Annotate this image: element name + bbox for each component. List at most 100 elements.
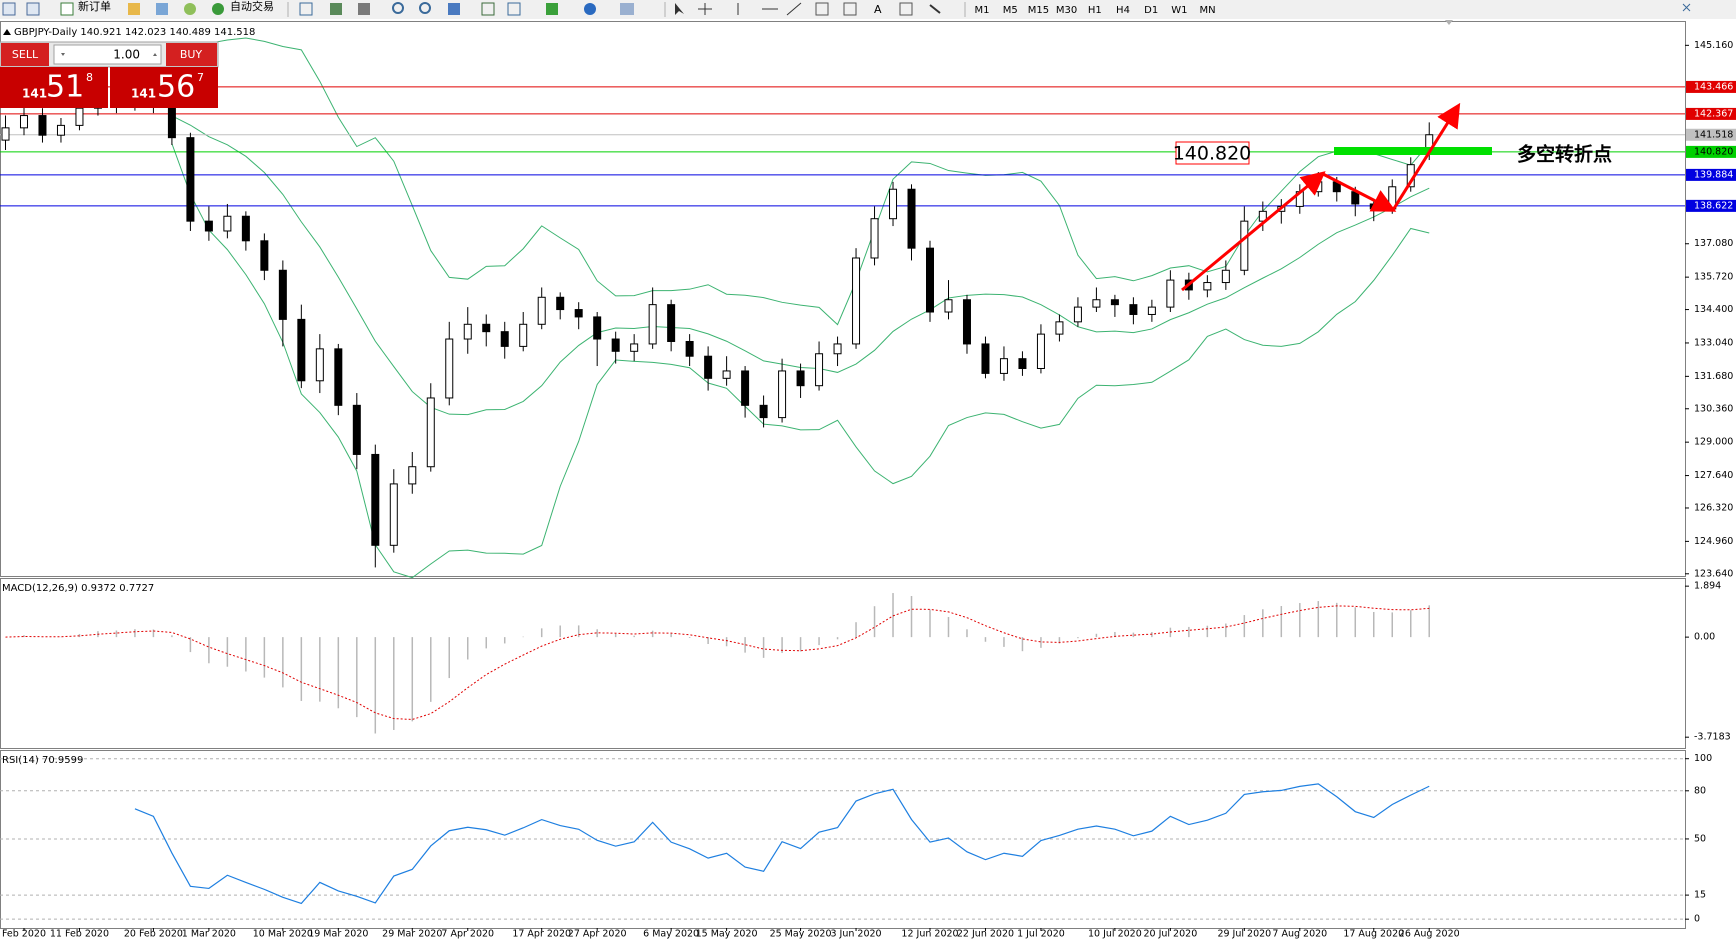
y-tick-label: 134.400 <box>1694 304 1733 315</box>
icon[interactable] <box>60 2 74 16</box>
icon[interactable] <box>299 2 313 16</box>
icon[interactable] <box>1682 3 1691 12</box>
icon[interactable]: A <box>874 3 882 16</box>
candle-body <box>685 340 694 357</box>
y-tick-label: 129.000 <box>1694 437 1733 448</box>
price-level-tag <box>1686 128 1736 141</box>
candle-body <box>1203 282 1212 291</box>
candle-body <box>186 137 195 222</box>
new-order-label[interactable]: 新订单 <box>78 0 111 13</box>
auto-trading-label[interactable]: 自动交易 <box>230 0 274 13</box>
buy-label[interactable]: BUY <box>180 48 203 61</box>
price-level-label: 140.820 <box>1694 146 1733 157</box>
x-tick-label: 20 Jul 2020 <box>1143 929 1197 940</box>
icon[interactable] <box>419 2 431 14</box>
sell-price-box[interactable] <box>0 67 108 108</box>
icon[interactable] <box>128 3 140 15</box>
timeframe-button[interactable]: D1 <box>1144 5 1158 16</box>
price-annotation-box[interactable] <box>1175 141 1250 165</box>
icon[interactable] <box>448 3 460 15</box>
timeframe-button[interactable]: W1 <box>1171 5 1187 16</box>
trade-panel <box>0 41 219 108</box>
timeframe-button[interactable]: MN <box>1200 5 1216 16</box>
icon[interactable] <box>546 3 558 15</box>
icon[interactable] <box>392 2 404 14</box>
sell-label[interactable]: SELL <box>12 48 39 61</box>
candle-body <box>463 323 472 340</box>
timeframe-button[interactable]: M1 <box>975 5 990 16</box>
icon[interactable] <box>26 2 40 16</box>
candle-body <box>38 115 47 136</box>
timeframe-button[interactable]: M15 <box>1028 5 1049 16</box>
candle-body <box>519 323 528 347</box>
reversal-bar[interactable] <box>1334 147 1492 155</box>
y-tick-label: 123.640 <box>1694 568 1733 579</box>
candle-body <box>500 331 509 347</box>
icon[interactable] <box>507 2 521 16</box>
x-tick-label: 17 Apr 2020 <box>512 929 571 940</box>
sell-button[interactable] <box>1 43 49 66</box>
candle-body <box>315 348 324 382</box>
buy-button[interactable] <box>166 43 217 66</box>
y-tick-label: 145.160 <box>1694 40 1733 51</box>
candle-body <box>1129 304 1138 315</box>
y-tick-label: -3.7183 <box>1694 732 1731 743</box>
price-level-tag <box>1686 107 1736 120</box>
candle-body <box>593 316 602 340</box>
icon[interactable] <box>786 2 802 16</box>
icon[interactable] <box>481 2 495 16</box>
arrow[interactable] <box>1391 102 1461 211</box>
y-tick-label: 126.320 <box>1694 502 1733 513</box>
candle-body <box>907 188 916 249</box>
x-tick-label: 20 Feb 2020 <box>124 929 183 940</box>
candle-body <box>1258 210 1267 222</box>
candle-body <box>815 353 824 387</box>
icon[interactable] <box>929 4 941 14</box>
buy-price-box[interactable] <box>110 67 218 108</box>
timeframe-button[interactable]: H1 <box>1088 5 1102 16</box>
icon[interactable] <box>698 3 712 15</box>
candle-body <box>537 296 546 325</box>
price-level-label: 138.622 <box>1694 200 1733 211</box>
x-tick-label: 3 Jun 2020 <box>830 929 881 940</box>
lot-input[interactable] <box>53 44 162 65</box>
y-tick-label: 50 <box>1694 833 1706 844</box>
icon[interactable] <box>899 2 913 16</box>
buy-price-main: 56 <box>157 70 195 105</box>
icon[interactable] <box>212 3 224 15</box>
candle-body <box>56 124 65 136</box>
timeframe-button[interactable]: H4 <box>1116 5 1130 16</box>
icon[interactable] <box>358 3 370 15</box>
icon[interactable] <box>330 3 342 15</box>
timeframe-button[interactable]: M5 <box>1003 5 1018 16</box>
timeframe-button[interactable]: M30 <box>1056 5 1077 16</box>
candle-body <box>241 215 250 242</box>
candle-body <box>1147 306 1156 315</box>
buy-price-small: 7 <box>197 71 204 84</box>
candle-body <box>1 127 10 141</box>
candle-body <box>260 240 269 271</box>
candle-body <box>297 318 306 382</box>
arrow[interactable] <box>1181 171 1326 292</box>
arrow[interactable] <box>1322 172 1397 212</box>
icon[interactable] <box>815 2 829 16</box>
lot-value[interactable]: 1.00 <box>113 48 140 62</box>
y-tick-label: 133.040 <box>1694 337 1733 348</box>
plot: 145.160 137.080 135.720 134.400 133.040 131.6… <box>0 37 1736 940</box>
candle-body <box>75 107 84 126</box>
icon[interactable] <box>2 2 16 16</box>
candle-body <box>482 323 491 333</box>
icon[interactable] <box>584 3 596 15</box>
main-panel <box>0 21 1686 577</box>
candle-body <box>796 370 805 387</box>
y-tick-label: 124.960 <box>1694 536 1733 547</box>
icon[interactable] <box>184 3 196 15</box>
icon[interactable] <box>843 2 857 16</box>
icon[interactable] <box>156 3 168 15</box>
icon[interactable] <box>675 3 684 15</box>
rsi-title: RSI(14) 70.9599 <box>2 755 83 766</box>
icon[interactable] <box>620 3 634 15</box>
